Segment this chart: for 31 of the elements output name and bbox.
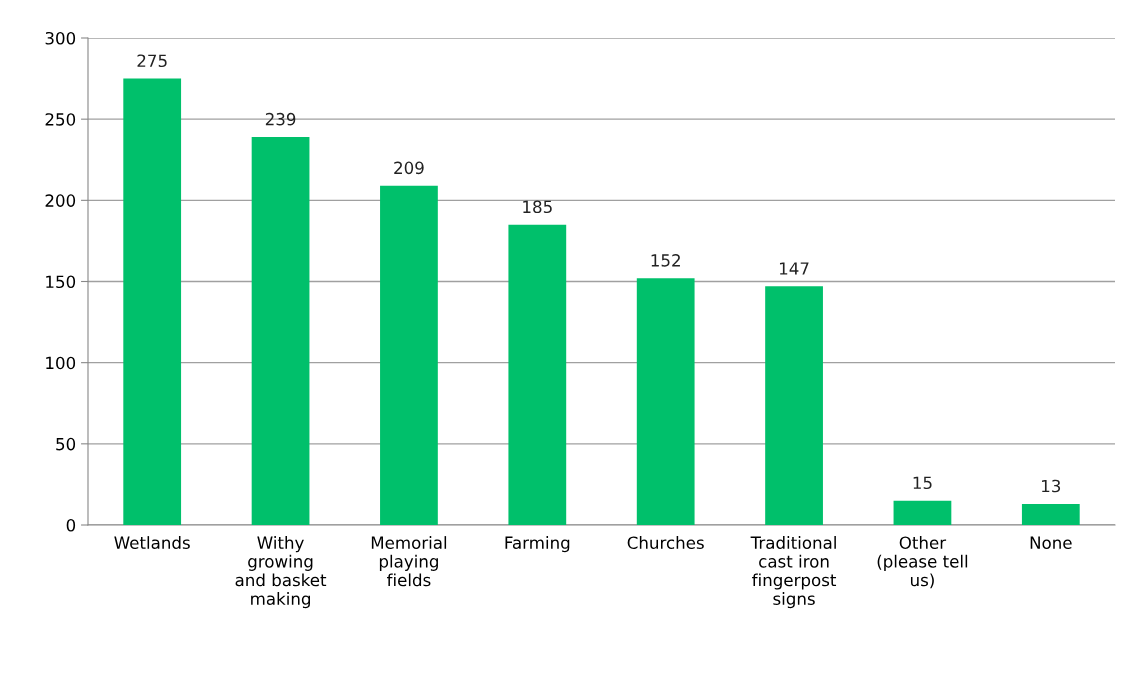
- x-tick-label: Wetlands: [114, 536, 190, 550]
- y-tick-label: 200: [45, 194, 76, 207]
- x-tick-label: None: [1030, 536, 1072, 550]
- y-tick-label: 100: [46, 356, 76, 370]
- data-label: 185: [523, 200, 552, 214]
- x-tick-label: Withy growing and basket making: [235, 536, 327, 609]
- bar: [508, 224, 567, 525]
- data-label: 275: [137, 54, 167, 68]
- y-tick-label: 50: [56, 437, 76, 451]
- data-label: 209: [394, 161, 424, 175]
- y-tick-label: 150: [46, 275, 76, 289]
- bar: [123, 78, 182, 525]
- bar: [765, 286, 823, 525]
- y-tick-label: 300: [45, 31, 76, 45]
- x-tick-label: Churches: [627, 536, 704, 550]
- data-label: 147: [779, 262, 809, 275]
- data-label: 15: [913, 476, 932, 490]
- bar: [1021, 503, 1080, 525]
- x-tick-label: Farming: [505, 536, 570, 553]
- data-label: 239: [265, 112, 296, 126]
- y-tick-label: 250: [45, 113, 76, 126]
- y-tick-label: 0: [66, 518, 76, 532]
- x-tick-label: Other (please tell us): [877, 536, 968, 589]
- bar: [380, 185, 438, 525]
- bar: [893, 500, 952, 525]
- x-tick-label: Memorial playing fields: [371, 536, 447, 587]
- x-tick-label: Traditional cast iron fingerpost signs: [750, 536, 837, 609]
- bar: [636, 278, 695, 525]
- data-label: 152: [651, 254, 680, 267]
- data-label: 13: [1042, 479, 1061, 493]
- bar: [251, 137, 310, 525]
